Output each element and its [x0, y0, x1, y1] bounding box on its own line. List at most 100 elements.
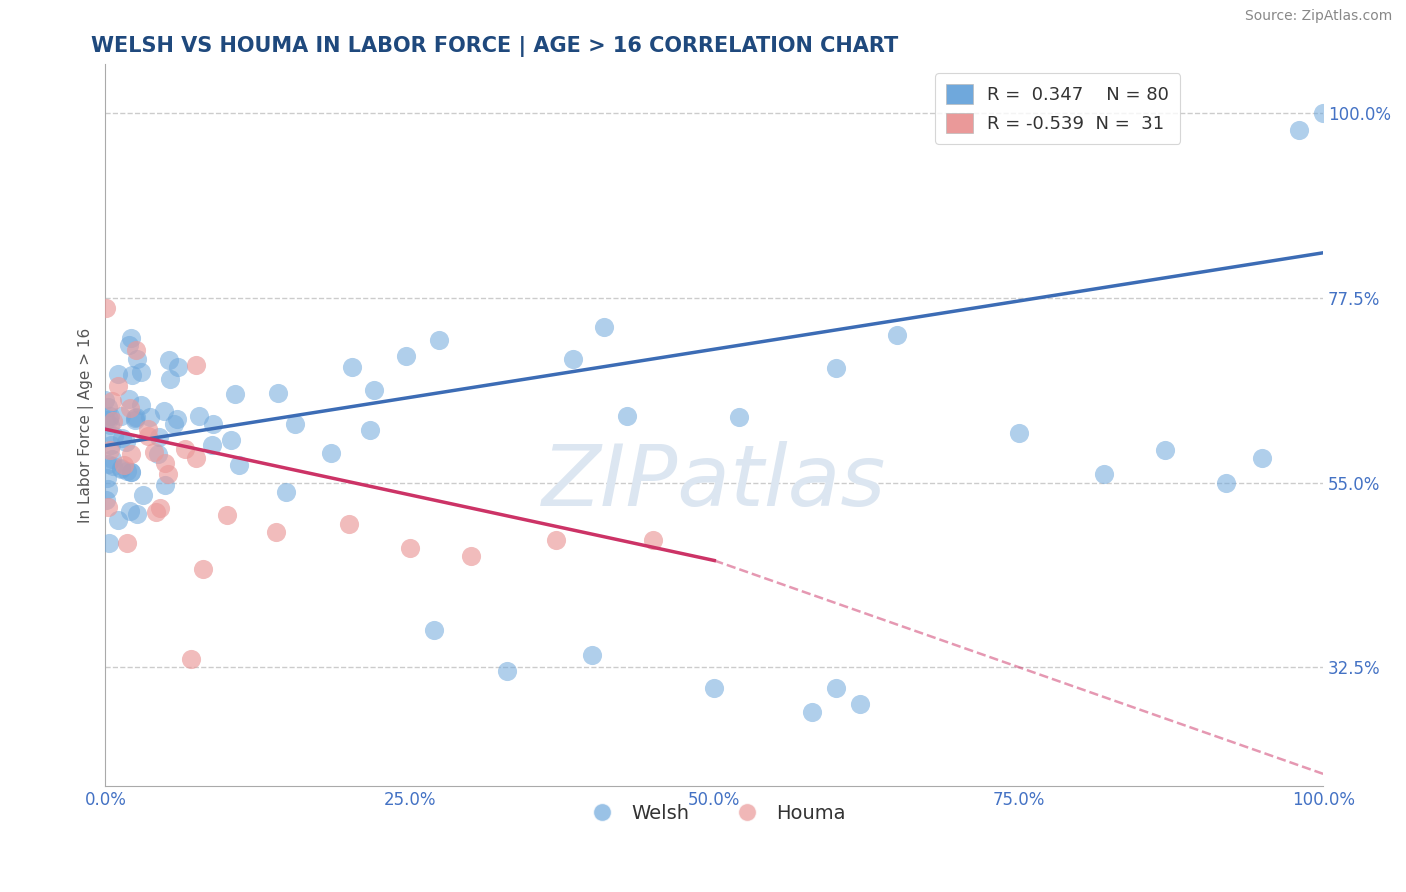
Point [94, 392, 117, 407]
Point [98, 442, 121, 457]
Point [129, 398, 152, 412]
Point [581, 648, 603, 662]
Point [153, 404, 176, 418]
Point [1215, 475, 1237, 490]
Point [101, 452, 124, 467]
Point [101, 393, 124, 408]
Point [1288, 122, 1310, 136]
Point [97, 500, 120, 514]
Point [340, 360, 363, 375]
Point [166, 359, 188, 374]
Point [398, 541, 420, 556]
Point [115, 434, 138, 449]
Point [228, 458, 250, 473]
Point [97, 457, 120, 471]
Point [112, 458, 135, 473]
Point [124, 413, 146, 427]
Point [166, 412, 188, 426]
Point [157, 352, 180, 367]
Point [159, 372, 181, 386]
Point [148, 429, 170, 443]
Point [98, 409, 121, 424]
Point [118, 392, 141, 406]
Point [202, 417, 225, 432]
Point [1153, 442, 1175, 457]
Point [120, 447, 142, 461]
Point [136, 429, 159, 443]
Point [149, 501, 172, 516]
Point [127, 352, 149, 367]
Point [188, 409, 211, 424]
Point [103, 429, 125, 443]
Point [120, 331, 142, 345]
Point [217, 508, 239, 523]
Point [94, 301, 117, 315]
Point [703, 681, 725, 695]
Point [98, 411, 121, 425]
Point [423, 624, 446, 638]
Point [174, 442, 197, 456]
Point [153, 456, 176, 470]
Y-axis label: In Labor Force | Age > 16: In Labor Force | Age > 16 [79, 327, 94, 523]
Point [136, 422, 159, 436]
Point [110, 461, 132, 475]
Point [94, 413, 117, 427]
Point [186, 451, 208, 466]
Point [120, 465, 142, 479]
Point [127, 507, 149, 521]
Point [1251, 450, 1274, 465]
Point [110, 462, 132, 476]
Point [155, 477, 177, 491]
Point [120, 504, 142, 518]
Point [100, 438, 122, 452]
Legend: Welsh, Houma: Welsh, Houma [575, 796, 853, 830]
Point [460, 549, 482, 564]
Point [800, 706, 823, 720]
Point [101, 459, 124, 474]
Point [97, 401, 120, 415]
Point [145, 505, 167, 519]
Point [94, 493, 117, 508]
Point [825, 681, 848, 695]
Point [1008, 426, 1031, 441]
Point [129, 365, 152, 379]
Point [107, 513, 129, 527]
Point [274, 484, 297, 499]
Point [266, 386, 288, 401]
Point [191, 562, 214, 576]
Point [593, 319, 616, 334]
Point [544, 533, 567, 547]
Point [132, 488, 155, 502]
Point [616, 409, 638, 423]
Point [886, 327, 908, 342]
Point [201, 438, 224, 452]
Point [363, 384, 385, 398]
Point [284, 417, 307, 432]
Point [156, 467, 179, 482]
Point [224, 387, 246, 401]
Point [110, 409, 132, 424]
Point [1092, 467, 1115, 482]
Point [219, 433, 242, 447]
Point [125, 409, 148, 424]
Point [184, 358, 207, 372]
Point [264, 524, 287, 539]
Point [120, 466, 142, 480]
Point [496, 665, 519, 679]
Point [107, 367, 129, 381]
Point [115, 535, 138, 549]
Point [124, 411, 146, 425]
Point [125, 343, 148, 358]
Point [849, 697, 872, 711]
Point [643, 533, 665, 547]
Text: WELSH VS HOUMA IN LABOR FORCE | AGE > 16 CORRELATION CHART: WELSH VS HOUMA IN LABOR FORCE | AGE > 16… [91, 36, 898, 57]
Point [118, 338, 141, 352]
Point [319, 446, 342, 460]
Point [118, 401, 141, 416]
Text: Source: ZipAtlas.com: Source: ZipAtlas.com [1244, 9, 1392, 23]
Point [98, 418, 121, 433]
Point [148, 446, 170, 460]
Point [107, 378, 129, 392]
Point [121, 368, 143, 382]
Point [96, 471, 118, 485]
